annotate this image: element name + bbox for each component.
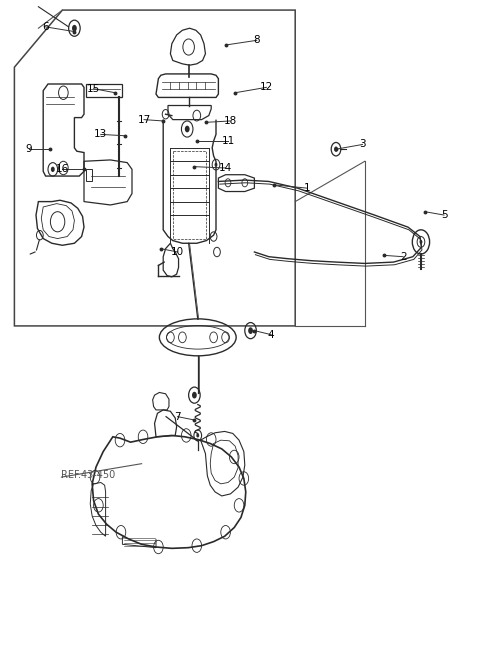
Circle shape [72, 25, 77, 32]
Text: 3: 3 [359, 140, 366, 149]
Text: 6: 6 [42, 22, 49, 32]
Circle shape [215, 163, 217, 167]
Text: 4: 4 [268, 330, 275, 339]
Circle shape [51, 167, 55, 172]
Text: 15: 15 [87, 84, 100, 93]
Text: 12: 12 [260, 83, 273, 92]
Text: 18: 18 [224, 116, 237, 126]
Circle shape [334, 146, 338, 152]
Circle shape [196, 433, 199, 437]
Text: 7: 7 [174, 412, 181, 421]
Text: 13: 13 [94, 130, 108, 139]
Text: 9: 9 [25, 144, 32, 154]
Circle shape [192, 392, 197, 398]
Text: 10: 10 [171, 247, 184, 257]
Text: 17: 17 [137, 115, 151, 124]
Text: 8: 8 [253, 36, 260, 45]
Circle shape [185, 126, 190, 132]
Text: 11: 11 [221, 136, 235, 146]
Text: 1: 1 [304, 183, 311, 193]
Text: REF.43-450: REF.43-450 [61, 470, 116, 480]
Text: 2: 2 [400, 252, 407, 261]
Text: 14: 14 [219, 163, 232, 173]
Circle shape [420, 240, 422, 244]
Text: 16: 16 [56, 165, 69, 174]
Text: 5: 5 [441, 210, 447, 220]
Circle shape [248, 327, 253, 334]
